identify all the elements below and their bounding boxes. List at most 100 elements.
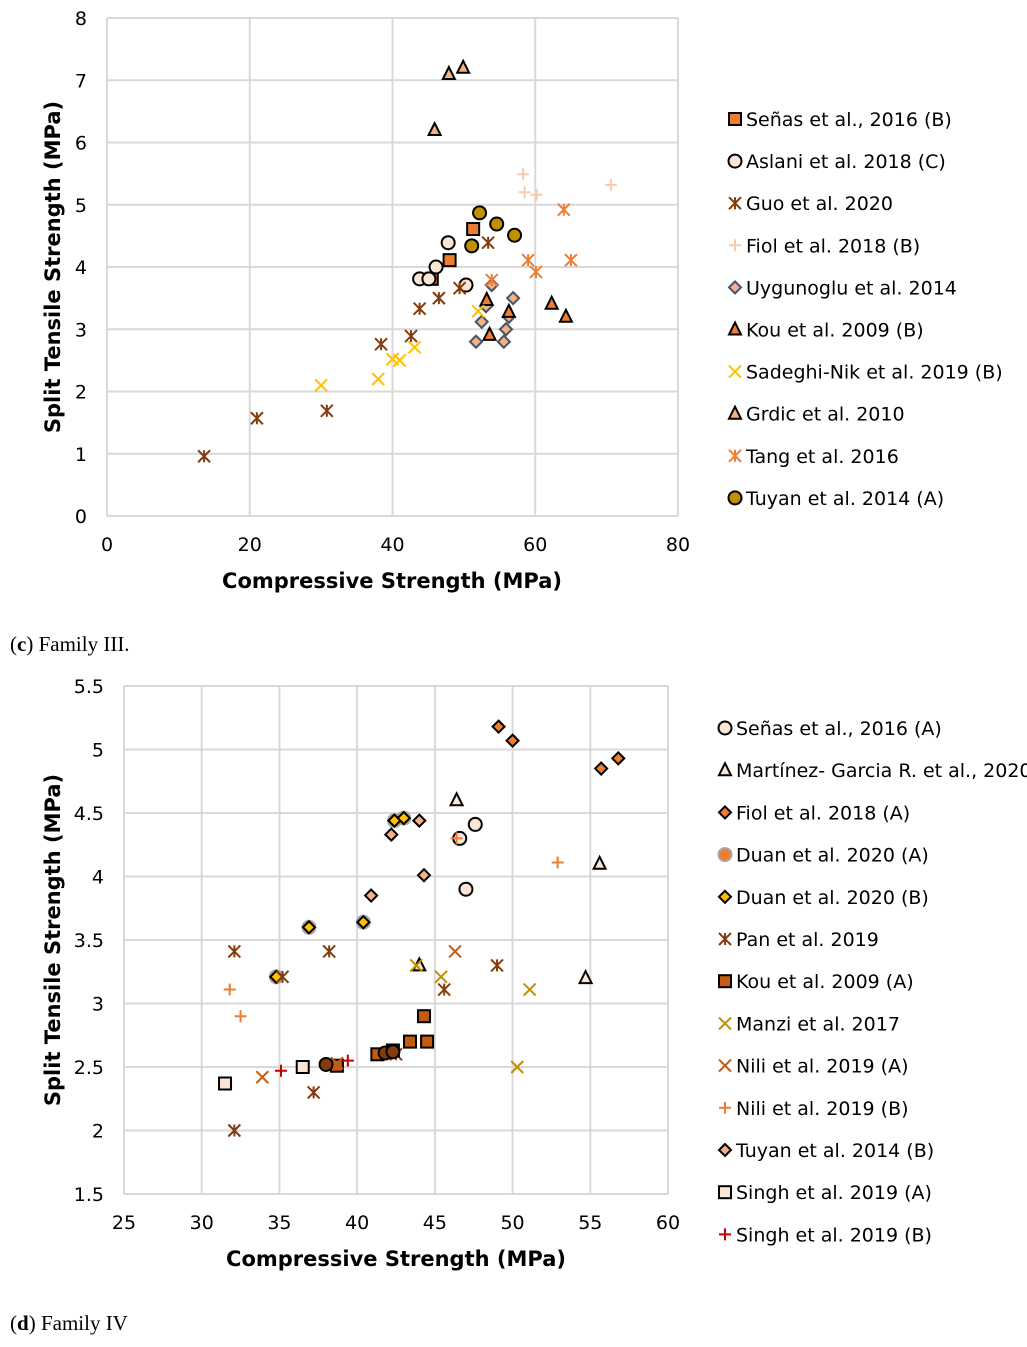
data-point: [383, 827, 399, 843]
legend-label: Pan et al. 2019: [736, 929, 879, 951]
data-point: [392, 353, 407, 368]
x-tick-label: 60: [523, 534, 547, 556]
legend-item: Singh et al. 2019 (A): [718, 1182, 932, 1204]
data-point: [481, 236, 495, 250]
data-point: [255, 1070, 270, 1084]
y-tick-label: 0: [75, 506, 87, 528]
data-point: [295, 1060, 310, 1074]
y-tick-label: 1.5: [74, 1184, 104, 1206]
y-tick-label: 1: [75, 444, 87, 466]
legend-marker: [728, 112, 742, 126]
data-point: [490, 958, 504, 973]
data-point: [466, 222, 481, 237]
data-point: [593, 761, 609, 776]
legend-label: Uygunoglu et al. 2014: [746, 277, 957, 299]
series: [491, 719, 626, 776]
data-point: [428, 259, 444, 275]
data-point: [234, 1010, 247, 1023]
data-point: [227, 944, 242, 959]
data-point: [530, 188, 543, 201]
data-point: [507, 227, 523, 243]
x-tick-label: 60: [656, 1212, 680, 1234]
data-point: [474, 314, 490, 330]
data-point: [385, 1044, 401, 1060]
series: [318, 1044, 401, 1072]
data-point: [426, 120, 443, 137]
legend-label: Duan et al. 2020 (B): [736, 887, 929, 909]
data-point: [374, 337, 388, 351]
y-tick-label: 7: [75, 70, 87, 92]
data-point: [421, 271, 437, 287]
legend-marker: [728, 196, 742, 210]
data-point: [544, 294, 560, 310]
data-point: [402, 1034, 417, 1049]
data-point: [218, 1076, 233, 1091]
y-tick-label: 5.5: [74, 676, 104, 698]
legend-item: Singh et al. 2019 (B): [719, 1224, 932, 1246]
data-point: [432, 291, 446, 305]
chart-1: 25 30 35 40 45 50 55 60 1.5 2 2.5 3 3.5 4 4.5 5 5.5 Compr…: [41, 676, 1027, 1271]
data-point: [485, 273, 499, 287]
data-point: [479, 290, 495, 306]
legend-marker: [717, 1142, 733, 1158]
legend-marker: [727, 320, 743, 336]
data-point: [591, 854, 608, 870]
data-point: [434, 970, 448, 984]
legend-marker: [729, 239, 741, 252]
legend-label: Fiol et al. 2018 (A): [736, 802, 910, 824]
x-axis-label: Compressive Strength (MPa): [226, 1247, 566, 1271]
legend-label: Grdic et al. 2010: [746, 404, 905, 426]
y-tick-label: 3: [92, 994, 104, 1016]
series: [412, 235, 474, 293]
data-point: [564, 253, 578, 267]
legend-label: Singh et al. 2019 (A): [736, 1182, 932, 1204]
data-point: [458, 881, 474, 897]
series: [517, 168, 617, 201]
data-point: [301, 919, 317, 935]
legend-marker: [728, 449, 742, 463]
data-point: [468, 334, 484, 350]
x-tick-label: 25: [112, 1212, 136, 1234]
data-point: [529, 265, 543, 279]
data-point: [501, 302, 517, 318]
legend-label: Sadeghi-Nik et al. 2019 (B): [746, 362, 1003, 384]
data-point: [452, 281, 467, 295]
data-point: [275, 970, 290, 984]
data-point: [274, 1064, 287, 1077]
data-point: [355, 914, 371, 930]
legend-item: Uygunoglu et al. 2014: [727, 277, 957, 299]
data-point: [467, 816, 483, 832]
legend-marker: [717, 889, 733, 905]
series: [409, 958, 537, 1074]
series: [452, 816, 483, 897]
data-point: [517, 168, 530, 181]
data-point: [396, 810, 412, 826]
y-tick-label: 2: [75, 382, 87, 404]
data-point: [416, 867, 432, 883]
legend-label: Nili et al. 2019 (A): [736, 1056, 908, 1078]
data-point: [505, 290, 521, 306]
data-point: [522, 982, 537, 997]
legend-marker: [717, 760, 733, 777]
series: [227, 944, 504, 1138]
legend-item: Aslani et al. 2018 (C): [727, 151, 946, 173]
legend-label: Singh et al. 2019 (B): [736, 1224, 932, 1246]
data-point: [551, 856, 564, 869]
series: [479, 290, 574, 341]
y-tick-label: 6: [75, 133, 87, 155]
x-tick-label: 40: [345, 1212, 369, 1234]
series: [426, 58, 471, 137]
data-point: [448, 944, 462, 959]
legend-label: Martínez- Garcia R. et al., 2020: [736, 760, 1027, 782]
data-point: [518, 186, 531, 199]
data-point: [450, 832, 463, 845]
data-point: [223, 983, 236, 996]
data-point: [472, 205, 488, 221]
x-tick-label: 80: [666, 534, 690, 556]
data-point: [604, 178, 617, 191]
legend-marker: [717, 720, 733, 736]
legend-marker: [727, 490, 743, 506]
legend-item: Señas et al., 2016 (B): [728, 109, 952, 131]
data-point: [227, 1123, 242, 1138]
y-tick-label: 3: [75, 319, 87, 341]
